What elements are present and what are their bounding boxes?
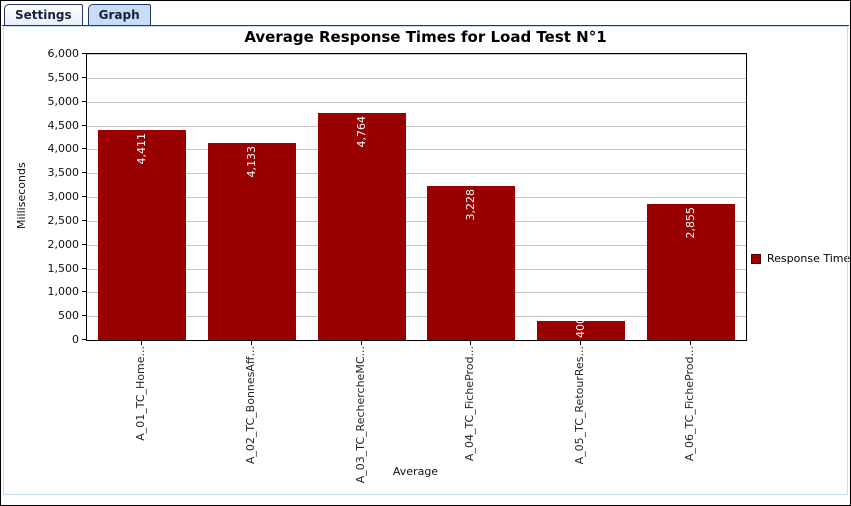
- y-axis-tick-label: 4,500: [47, 118, 80, 132]
- tab-bar: Settings Graph: [4, 4, 151, 25]
- bar-value-label: 400: [574, 321, 587, 338]
- y-axis-tick-label: 500: [58, 309, 79, 323]
- x-axis-tick-mark: [470, 341, 471, 345]
- legend: Response Time: [751, 252, 850, 265]
- y-axis-tick-mark: [82, 76, 87, 78]
- gridline: [87, 102, 746, 103]
- gridline: [87, 197, 746, 198]
- y-axis-tick-mark: [82, 267, 87, 269]
- gridline: [87, 173, 746, 174]
- y-axis-tick-label: 4,000: [47, 142, 80, 156]
- tab-settings[interactable]: Settings: [4, 4, 83, 25]
- y-axis-tick-label: 2,000: [47, 237, 80, 251]
- x-axis-tick-label: A_04_TC_FicheProd...: [463, 346, 476, 462]
- x-axis-tick-mark: [251, 341, 252, 345]
- tab-pane-border: [2, 25, 849, 26]
- gridline: [87, 292, 746, 293]
- gridline: [87, 78, 746, 79]
- y-axis-tick-mark: [82, 339, 87, 340]
- bar: 400: [537, 321, 625, 340]
- y-axis-tick-label: 1,000: [47, 285, 80, 299]
- bar: 4,411: [98, 130, 186, 340]
- x-axis-title: Average: [392, 465, 439, 478]
- x-axis-tick-mark: [690, 341, 691, 345]
- y-axis-tick-label: 3,500: [47, 166, 80, 180]
- bar-value-label: 3,228: [464, 189, 477, 221]
- y-axis-tick-mark: [82, 219, 87, 221]
- y-axis-tick-label: 3,000: [47, 190, 80, 203]
- y-axis-tick-mark: [82, 315, 87, 317]
- bar-value-label: 4,133: [245, 146, 258, 178]
- gridline: [87, 269, 746, 270]
- x-axis-tick-label: A_02_TC_BonnesAff...: [244, 346, 257, 465]
- x-axis-tick-mark: [141, 341, 142, 345]
- y-axis-tick-mark: [82, 243, 87, 245]
- x-axis-tick-label: A_03_TC_RechercheMC...: [354, 346, 367, 484]
- tab-graph-label: Graph: [98, 8, 140, 22]
- x-axis-tick-mark: [580, 341, 581, 345]
- y-axis-tick-label: 1,500: [47, 261, 80, 275]
- tab-graph[interactable]: Graph: [87, 4, 151, 25]
- tab-settings-label: Settings: [15, 8, 72, 22]
- y-axis-tick-mark: [82, 124, 87, 126]
- y-axis-tick-label: 2,500: [47, 213, 80, 227]
- y-axis-tick-label: 0: [72, 333, 79, 346]
- bar-value-label: 4,764: [355, 116, 368, 148]
- bar-value-label: 4,411: [135, 133, 148, 165]
- legend-swatch: [751, 253, 761, 264]
- bar: 2,855: [647, 204, 735, 340]
- y-axis-tick-mark: [82, 53, 87, 54]
- chart-title: Average Response Times for Load Test N°1: [244, 28, 607, 46]
- y-axis-tick-mark: [82, 100, 87, 102]
- gridline: [87, 245, 746, 246]
- gridline: [87, 221, 746, 222]
- x-axis-tick-label: A_05_TC_RetourRes...: [573, 346, 586, 465]
- bar: 4,133: [208, 143, 296, 340]
- y-axis-tick-mark: [82, 196, 87, 197]
- x-axis-tick-label: A_01_TC_Home...: [134, 346, 147, 441]
- gridline: [87, 149, 746, 150]
- gridline: [87, 126, 746, 127]
- bar: 4,764: [318, 113, 406, 340]
- bar: 3,228: [427, 186, 515, 340]
- y-axis-tick-mark: [82, 291, 87, 293]
- bar-value-label: 2,855: [684, 207, 697, 239]
- legend-label: Response Time: [767, 252, 851, 265]
- y-axis-tick-label: 5,500: [47, 70, 80, 84]
- y-axis-tick-mark: [82, 148, 87, 150]
- gridline: [87, 54, 746, 55]
- y-axis-tick-mark: [82, 172, 87, 174]
- gridline: [87, 316, 746, 317]
- plot-area: 4,411 4,133 4,764 3,228 400 2,855: [86, 53, 747, 341]
- x-axis-tick-label: A_06_TC_FicheProd...: [683, 346, 696, 462]
- y-axis-tick-label: 6,000: [47, 47, 80, 60]
- x-axis-tick-mark: [361, 341, 362, 345]
- y-axis-tick-label: 5,000: [47, 94, 80, 108]
